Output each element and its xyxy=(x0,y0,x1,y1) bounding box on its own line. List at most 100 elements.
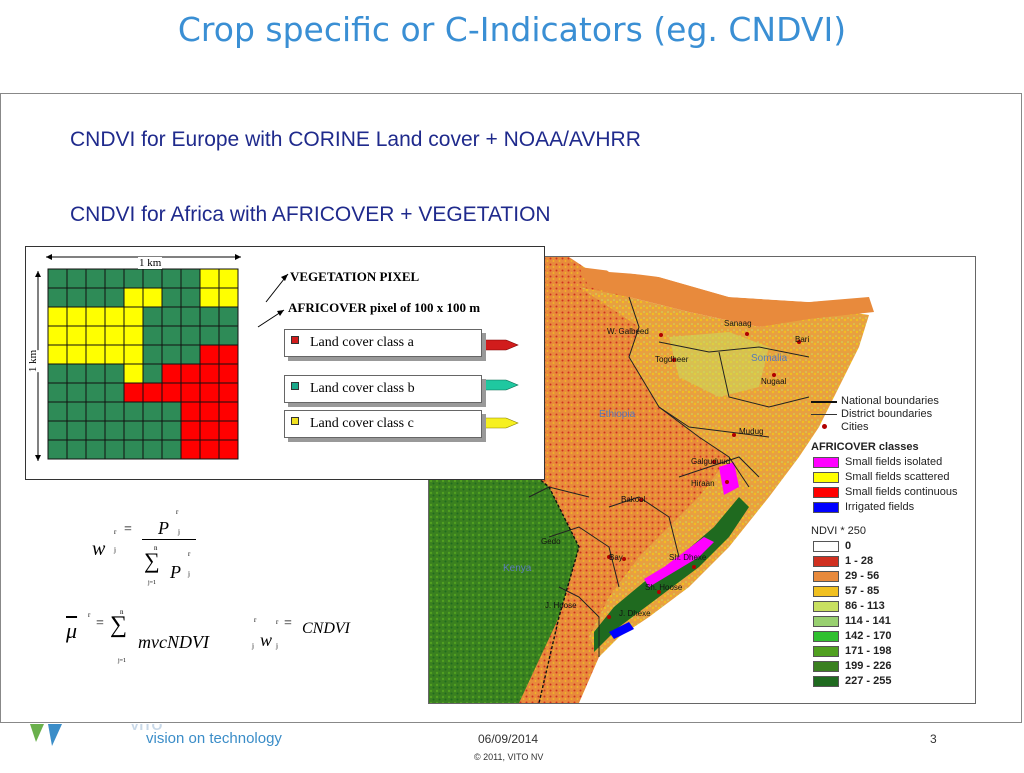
africover-legend-title: AFRICOVER classes xyxy=(811,441,919,453)
grid-cell xyxy=(142,401,163,422)
grid-cell xyxy=(180,306,201,327)
f1-num-sub: j xyxy=(178,528,180,536)
map-label: Bari xyxy=(795,335,810,344)
map-label: Togdheer xyxy=(655,355,689,364)
ndvi-legend-label: 29 - 56 xyxy=(845,570,880,582)
ndvi-legend-label: 0 xyxy=(845,540,852,552)
grid-cell xyxy=(180,382,201,403)
scale-y-label: 1 km xyxy=(27,349,40,373)
grid-cell xyxy=(199,306,220,327)
map-label: Bay xyxy=(609,553,623,562)
subtitle-africa: CNDVI for Africa with AFRICOVER + VEGETA… xyxy=(70,203,551,226)
f1-sum-bottom: j=1 xyxy=(148,580,157,586)
grid-cell xyxy=(199,344,220,365)
grid-cell xyxy=(180,439,201,460)
map-label: Somalia xyxy=(751,353,788,364)
land-cover-class-box: Land cover class a xyxy=(284,329,482,357)
f1-w-sub: j xyxy=(114,546,116,554)
ndvi-legend-label: 86 - 113 xyxy=(845,600,885,612)
grid-cell xyxy=(142,382,163,403)
grid-cell xyxy=(104,382,125,403)
grid-cell xyxy=(161,439,182,460)
map-label: Sh. Dhexe xyxy=(669,553,707,562)
map-label: Hiraan xyxy=(691,479,715,488)
class-swatch xyxy=(291,382,299,390)
grid-cell xyxy=(85,401,106,422)
map-label: Nugaal xyxy=(761,377,787,386)
pixel-diagram: 1 km 1 km VEGETATION PIXEL AFRICOVER pix… xyxy=(25,246,545,480)
grid-cell xyxy=(161,401,182,422)
class-swatch xyxy=(291,417,299,425)
national-boundary-symbol xyxy=(811,401,837,403)
f2-mu: μ xyxy=(66,618,78,643)
grid-cell xyxy=(85,439,106,460)
class-swatch xyxy=(291,336,299,344)
grid-cell xyxy=(199,325,220,346)
map-label: Bakool xyxy=(621,495,646,504)
grid-cell xyxy=(180,268,201,289)
grid-cell xyxy=(180,363,201,384)
grid-cell xyxy=(142,306,163,327)
grid-cell xyxy=(85,325,106,346)
grid-cell xyxy=(66,439,87,460)
grid-cell xyxy=(180,401,201,422)
ndvi-swatch xyxy=(813,541,839,552)
land-cover-class-box: Land cover class b xyxy=(284,375,482,403)
grid-cell xyxy=(47,420,68,441)
f1-num-sup: r xyxy=(176,508,179,516)
f2-rhs-sup: r xyxy=(254,616,257,624)
boundary-legend-label: National boundaries xyxy=(841,395,939,407)
grid-cell xyxy=(47,268,68,289)
grid-cell xyxy=(199,287,220,308)
land-cover-class-box: Land cover class c xyxy=(284,410,482,438)
grid-cell xyxy=(123,325,144,346)
f2-mu-sup: r xyxy=(88,611,91,619)
ndvi-legend-label: 57 - 85 xyxy=(845,585,880,597)
grid-cell xyxy=(123,439,144,460)
grid-cell xyxy=(66,287,87,308)
grid-cell xyxy=(123,363,144,384)
city-symbol xyxy=(822,424,827,429)
ndvi-swatch xyxy=(813,676,839,687)
ndvi-swatch xyxy=(813,616,839,627)
ndvi-swatch xyxy=(813,631,839,642)
grid-cell xyxy=(218,268,239,289)
africover-legend-label: Small fields scattered xyxy=(845,471,950,483)
grid-cell xyxy=(142,439,163,460)
grid-cell xyxy=(66,363,87,384)
grid-cell xyxy=(142,325,163,346)
africover-legend-label: Small fields isolated xyxy=(845,456,943,468)
map-label: J. Dhexe xyxy=(619,609,651,618)
grid-cell xyxy=(104,306,125,327)
class-label: Land cover class b xyxy=(310,381,415,396)
slide-date: 06/09/2014 xyxy=(478,732,539,746)
boundary-legend-label: District boundaries xyxy=(841,408,933,420)
grid-cell xyxy=(218,325,239,346)
grid-cell xyxy=(47,363,68,384)
ndvi-swatch xyxy=(813,661,839,672)
grid-cell xyxy=(142,420,163,441)
grid-cell xyxy=(47,325,68,346)
grid-cell xyxy=(161,344,182,365)
f2-equals2: = xyxy=(284,616,292,631)
f1-w-sup: r xyxy=(114,528,117,536)
grid-cell xyxy=(104,420,125,441)
grid-cell xyxy=(161,306,182,327)
cndvi-formula: μ r = n ∑ j=1 mvcNDVI j w r j = r CNDVI xyxy=(66,608,386,670)
f1-sum-top: n xyxy=(154,544,158,552)
ndvi-swatch xyxy=(813,556,839,567)
f2-mvcndvi: mvcNDVI xyxy=(138,632,209,652)
grid-cell xyxy=(180,420,201,441)
ndvi-legend-title: NDVI * 250 xyxy=(811,525,867,537)
ndvi-legend-label: 171 - 198 xyxy=(845,645,892,657)
africover-swatch xyxy=(813,487,839,498)
grid-cell xyxy=(180,325,201,346)
grid-cell xyxy=(142,344,163,365)
grid-cell xyxy=(199,382,220,403)
f2-w-sub: j xyxy=(276,642,278,650)
f2-sum-top: n xyxy=(120,608,124,616)
map-label: Sanaag xyxy=(724,319,752,328)
ndvi-swatch xyxy=(813,601,839,612)
f1-den-sup: r xyxy=(188,550,191,558)
f2-cndvi: CNDVI xyxy=(302,620,350,637)
